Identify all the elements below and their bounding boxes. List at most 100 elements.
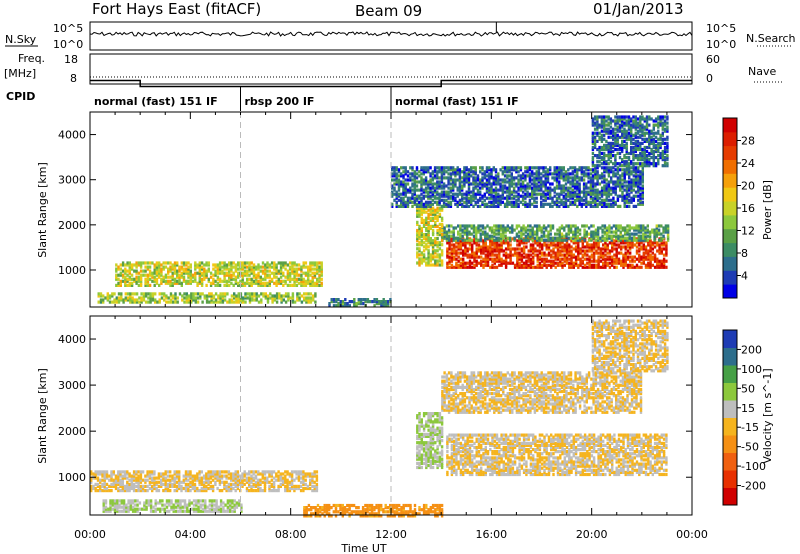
heatmap-cell bbox=[429, 172, 432, 176]
heatmap-cell bbox=[173, 261, 177, 265]
heatmap-cell bbox=[612, 196, 615, 200]
heatmap-cell bbox=[124, 277, 127, 281]
heatmap-cell bbox=[591, 160, 595, 164]
heatmap-cell bbox=[621, 194, 624, 198]
heatmap-cell bbox=[288, 271, 292, 275]
heatmap-cell bbox=[630, 131, 633, 135]
heatmap-cell bbox=[650, 137, 653, 141]
heatmap-cell bbox=[223, 277, 226, 281]
heatmap-cell bbox=[614, 162, 617, 166]
heatmap-cell bbox=[440, 174, 444, 178]
heatmap-cell bbox=[648, 162, 651, 166]
heatmap-cell bbox=[585, 198, 588, 202]
heatmap-cell bbox=[264, 273, 267, 277]
heatmap-cell bbox=[102, 300, 105, 304]
heatmap-cell bbox=[420, 168, 423, 172]
heatmap-cell bbox=[427, 263, 430, 267]
heatmap-cell bbox=[490, 204, 493, 208]
heatmap-cell bbox=[545, 247, 548, 251]
heatmap-cell bbox=[665, 259, 668, 263]
heatmap-cell bbox=[330, 300, 333, 304]
heatmap-cell bbox=[420, 182, 423, 186]
heatmap-cell bbox=[586, 253, 589, 257]
heatmap-cell bbox=[524, 188, 527, 192]
heatmap-cell bbox=[200, 271, 204, 275]
heatmap-cell bbox=[643, 125, 646, 129]
heatmap-cell bbox=[453, 251, 456, 255]
heatmap-cell bbox=[406, 204, 410, 208]
heatmap-cell bbox=[576, 234, 579, 238]
heatmap-cell bbox=[313, 263, 317, 267]
heatmap-cell bbox=[628, 234, 631, 238]
heatmap-cell bbox=[139, 277, 143, 281]
heatmap-cell bbox=[590, 253, 594, 257]
heatmap-cell bbox=[446, 251, 449, 255]
cpid-row: normal (fast) 151 IF rbsp 200 IF normal (f… bbox=[94, 86, 519, 111]
heatmap-cell bbox=[626, 228, 629, 232]
heatmap-cell bbox=[438, 208, 442, 212]
heatmap-cell bbox=[466, 224, 469, 228]
heatmap-cell bbox=[230, 265, 233, 269]
heatmap-cell bbox=[545, 243, 548, 247]
heatmap-cell bbox=[223, 294, 227, 298]
heatmap-cell bbox=[477, 247, 481, 251]
heatmap-cell bbox=[656, 263, 659, 267]
heatmap-cell bbox=[422, 170, 425, 174]
heatmap-cell bbox=[498, 243, 501, 247]
heatmap-cell bbox=[538, 257, 542, 261]
heatmap-cell bbox=[531, 166, 534, 170]
heatmap-cell bbox=[128, 265, 131, 269]
heatmap-cell bbox=[217, 296, 220, 300]
heatmap-cell bbox=[620, 241, 623, 245]
heatmap-cell bbox=[313, 267, 317, 271]
heatmap-cell bbox=[639, 198, 642, 202]
heatmap-cell bbox=[479, 178, 482, 182]
heatmap-cell bbox=[463, 178, 466, 182]
heatmap-cell bbox=[614, 135, 617, 139]
heatmap-cell bbox=[447, 204, 450, 208]
heatmap-cell bbox=[275, 300, 279, 304]
heatmap-cell bbox=[600, 188, 604, 192]
heatmap-cell bbox=[644, 226, 647, 230]
heatmap-cell bbox=[485, 174, 489, 178]
heatmap-cell bbox=[241, 265, 244, 269]
heatmap-cell bbox=[397, 188, 401, 192]
heatmap-cell bbox=[538, 263, 542, 267]
heatmap-cell bbox=[442, 200, 446, 204]
heatmap-cell bbox=[476, 190, 480, 194]
heatmap-cell bbox=[594, 168, 597, 172]
heatmap-cell bbox=[216, 283, 220, 287]
heatmap-cell bbox=[664, 224, 668, 228]
heatmap-cell bbox=[630, 151, 633, 156]
heatmap-cell bbox=[491, 259, 494, 263]
heatmap-cell bbox=[536, 226, 539, 230]
heatmap-cell bbox=[467, 192, 471, 196]
heatmap-cell bbox=[208, 292, 211, 296]
heatmap-cell bbox=[475, 236, 478, 240]
heatmap-cell bbox=[438, 222, 442, 226]
heatmap-cell bbox=[606, 230, 609, 234]
heatmap-cell bbox=[248, 273, 251, 277]
heatmap-cell bbox=[149, 292, 152, 296]
heatmap-cell bbox=[556, 249, 560, 253]
heatmap-cell bbox=[614, 119, 617, 123]
heatmap-cell bbox=[665, 245, 668, 249]
heatmap-cell bbox=[643, 139, 646, 143]
heatmap-cell bbox=[585, 186, 588, 190]
heatmap-cell bbox=[475, 249, 478, 253]
heatmap-cell bbox=[616, 168, 620, 172]
heatmap-cell bbox=[627, 117, 631, 121]
heatmap-cell bbox=[429, 216, 432, 220]
heatmap-cell bbox=[591, 192, 595, 196]
heatmap-cell bbox=[420, 216, 423, 220]
heatmap-cell bbox=[158, 298, 161, 302]
heatmap-cell bbox=[117, 296, 121, 300]
heatmap-cell bbox=[581, 249, 584, 253]
heatmap-cell bbox=[513, 253, 517, 257]
heatmap-cell bbox=[545, 228, 548, 232]
heatmap-cell bbox=[639, 202, 642, 206]
heatmap-cell bbox=[558, 182, 561, 186]
heatmap-cell bbox=[198, 277, 201, 281]
heatmap-cell bbox=[540, 182, 543, 186]
heatmap-cell bbox=[628, 170, 631, 174]
